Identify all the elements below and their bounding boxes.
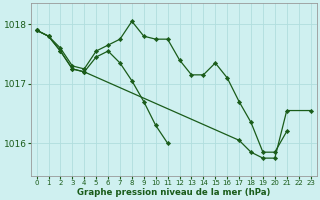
X-axis label: Graphe pression niveau de la mer (hPa): Graphe pression niveau de la mer (hPa) bbox=[77, 188, 270, 197]
